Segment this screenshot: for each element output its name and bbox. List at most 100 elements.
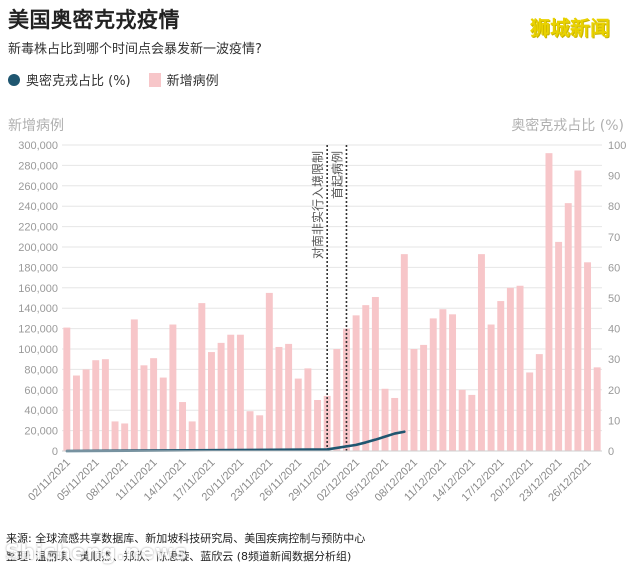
- left-tick-label: 240,000: [18, 201, 58, 213]
- right-tick-label: 50: [608, 293, 620, 305]
- legend-label-line: 奥密克戎占比 (%): [26, 74, 131, 89]
- bar: [236, 334, 244, 451]
- left-tick-label: 100,000: [18, 344, 58, 356]
- annotation-first-case: 首起病例: [329, 151, 344, 199]
- right-tick-label: 60: [608, 262, 620, 274]
- bar: [593, 367, 601, 451]
- bar: [188, 421, 196, 451]
- bar: [314, 400, 322, 451]
- bar: [506, 287, 514, 451]
- bar: [121, 423, 129, 451]
- left-tick-label: 40,000: [24, 405, 58, 417]
- right-tick-label: 30: [608, 354, 620, 366]
- bar: [516, 285, 524, 451]
- left-tick-label: 280,000: [18, 160, 58, 172]
- bar: [429, 318, 437, 451]
- bar: [487, 324, 495, 451]
- watermark: Shicheng.news: [5, 540, 188, 564]
- right-tick-label: 10: [608, 415, 620, 427]
- bar: [564, 203, 572, 451]
- bar: [179, 402, 187, 451]
- bar: [362, 305, 370, 451]
- chart-canvas: 对南非实行入境限制 首起病例 0 20,000 40,000 60,000 80,000 1…: [18, 140, 626, 504]
- bar: [410, 349, 418, 451]
- bar: [207, 352, 215, 451]
- bar: [535, 354, 543, 451]
- page-subtitle: 新毒株占比到哪个时间点会暴发新一波疫情?: [8, 42, 262, 57]
- bar: [294, 378, 302, 451]
- bar: [92, 360, 100, 451]
- bar: [371, 296, 379, 451]
- bar: [468, 394, 476, 451]
- bar: [574, 170, 582, 451]
- source-note: 来源: 全球流感共享数据库、新加坡科技研究局、美国疾病控制与预防中心: [6, 532, 366, 545]
- legend-item-line: 奥密克戎占比 (%): [8, 70, 131, 89]
- bar: [159, 377, 167, 451]
- left-tick-label: 260,000: [18, 181, 58, 193]
- bar: [333, 349, 341, 451]
- bar: [217, 342, 225, 451]
- right-tick-label: 90: [608, 171, 620, 183]
- right-tick-label: 100: [608, 140, 626, 152]
- bar: [400, 254, 408, 451]
- bar: [449, 314, 457, 451]
- bar: [458, 389, 466, 451]
- left-tick-label: 200,000: [18, 242, 58, 254]
- omicron-share-line: [65, 430, 406, 453]
- bar: [545, 153, 553, 451]
- bar: [150, 358, 158, 451]
- chart-legend: 奥密克戎占比 (%) 新增病例: [8, 70, 237, 89]
- bar: [130, 319, 138, 451]
- bar: [420, 344, 428, 451]
- right-tick-label: 0: [608, 446, 614, 458]
- bar: [391, 397, 399, 451]
- bar: [555, 241, 563, 451]
- right-tick-label: 80: [608, 201, 620, 213]
- left-tick-label: 220,000: [18, 222, 58, 234]
- bar: [381, 388, 389, 451]
- bar: [275, 346, 283, 451]
- bar: [584, 262, 592, 451]
- legend-item-bar: 新增病例: [148, 70, 219, 89]
- bar: [439, 309, 447, 451]
- left-axis-title: 新增病例: [8, 118, 64, 134]
- bar: [169, 324, 177, 451]
- right-tick-label: 20: [608, 385, 620, 397]
- bar: [63, 327, 71, 451]
- left-tick-label: 180,000: [18, 262, 58, 274]
- brand-logo: 狮城新闻: [530, 16, 610, 40]
- bar: [227, 334, 235, 451]
- page-title: 美国奥密克戎疫情: [8, 8, 180, 32]
- bar: [352, 315, 360, 451]
- left-tick-label: 120,000: [18, 324, 58, 336]
- bar: [285, 343, 293, 451]
- bar: [111, 421, 119, 451]
- annotation-sa-restriction: 对南非实行入境限制: [310, 151, 325, 259]
- right-axis-title: 奥密克戎占比 (%): [511, 118, 624, 134]
- bar: [477, 254, 485, 451]
- bar: [101, 359, 109, 451]
- bar: [140, 365, 148, 451]
- bar: [256, 415, 264, 451]
- left-tick-label: 300,000: [18, 140, 58, 152]
- credits-note: 整理: 温丽琪、黄顺杰、郑欣、陈思璇、蓝欣云 (8频道新闻数据分析组): [6, 550, 352, 563]
- bar: [72, 375, 80, 451]
- bar: [497, 301, 505, 451]
- bar: [198, 303, 206, 451]
- left-tick-label: 140,000: [18, 303, 58, 315]
- left-tick-label: 80,000: [24, 364, 58, 376]
- left-tick-label: 60,000: [24, 385, 58, 397]
- bar: [246, 411, 254, 451]
- bar: [526, 372, 534, 451]
- right-tick-label: 40: [608, 324, 620, 336]
- left-tick-label: 20,000: [24, 426, 58, 438]
- bar: [265, 292, 273, 451]
- bar: [82, 369, 90, 451]
- legend-swatch-bar: [148, 72, 161, 87]
- left-tick-label: 0: [52, 446, 58, 458]
- legend-label-bar: 新增病例: [166, 74, 219, 89]
- bar: [323, 395, 331, 451]
- bar: [304, 368, 312, 451]
- legend-swatch-line: [8, 73, 20, 86]
- right-tick-label: 70: [608, 232, 620, 244]
